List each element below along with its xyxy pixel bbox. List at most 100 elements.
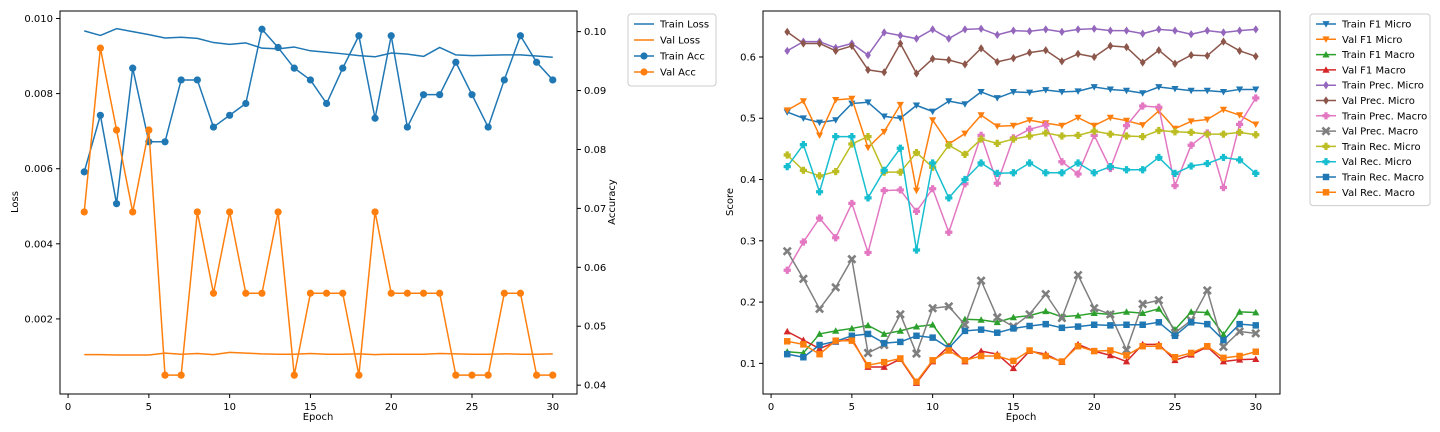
data-point-train-prec-macro bbox=[815, 214, 824, 222]
data-point-train-rec-micro bbox=[929, 163, 937, 171]
data-point-train-rec-macro bbox=[1236, 320, 1243, 328]
data-point-train-acc bbox=[112, 200, 121, 208]
data-point-val-rec-micro bbox=[896, 144, 904, 152]
data-point-val-rec-macro bbox=[1058, 358, 1066, 365]
data-point-val-prec-macro bbox=[782, 246, 792, 256]
data-point-val-rec-macro bbox=[1026, 347, 1033, 354]
data-point-val-acc bbox=[371, 208, 379, 216]
data-point-val-rec-micro bbox=[1009, 169, 1018, 177]
data-point-val-prec-macro bbox=[1025, 309, 1035, 319]
data-point-val-rec-micro bbox=[1074, 159, 1082, 167]
data-point-val-f1-macro bbox=[880, 363, 888, 370]
y2-tick-label: 0.10 bbox=[584, 27, 606, 38]
data-point-train-rec-macro bbox=[848, 332, 856, 340]
data-point-train-prec-micro bbox=[1139, 29, 1146, 38]
x-tick-label: 15 bbox=[304, 402, 317, 413]
data-point-train-acc bbox=[387, 32, 395, 40]
data-point-val-f1-micro bbox=[1090, 122, 1098, 130]
data-point-train-prec-micro bbox=[1172, 26, 1178, 35]
data-point-train-rec-micro bbox=[1122, 132, 1131, 140]
data-point-val-rec-macro bbox=[1090, 347, 1098, 355]
data-point-val-f1-micro bbox=[832, 96, 840, 104]
data-point-train-f1-macro bbox=[1042, 307, 1050, 315]
data-point-train-prec-macro bbox=[1042, 121, 1050, 129]
data-point-val-rec-micro bbox=[1090, 169, 1098, 177]
data-point-train-f1-macro bbox=[1074, 311, 1082, 319]
data-point-val-prec-micro bbox=[1252, 52, 1259, 61]
data-point-train-prec-macro bbox=[945, 228, 953, 236]
data-point-train-f1-micro bbox=[1219, 89, 1228, 96]
data-point-val-acc bbox=[193, 208, 201, 216]
legend-marker-train-f1-micro bbox=[1322, 21, 1330, 28]
data-point-val-prec-macro bbox=[960, 320, 970, 330]
data-point-train-prec-micro bbox=[1252, 25, 1259, 34]
data-point-val-acc bbox=[274, 208, 282, 216]
data-point-train-prec-micro bbox=[913, 34, 920, 43]
y-tick-label: 0.1 bbox=[740, 359, 756, 370]
data-point-train-rec-micro bbox=[1203, 130, 1211, 138]
data-point-val-f1-micro bbox=[993, 123, 1001, 130]
y-axis-ticks: 0.1 0.2 0.3 0.4 0.5 0.6 bbox=[740, 52, 763, 370]
data-point-train-acc bbox=[355, 32, 363, 40]
data-point-train-rec-micro bbox=[783, 151, 791, 159]
data-point-val-f1-macro bbox=[1106, 351, 1114, 359]
data-point-val-prec-micro bbox=[913, 69, 920, 78]
legend: Train F1 Micro Val F1 Micro Train F1 Macro… bbox=[1309, 13, 1431, 207]
data-point-train-f1-macro bbox=[1009, 313, 1018, 321]
data-point-val-f1-micro bbox=[912, 187, 921, 195]
data-point-val-prec-micro bbox=[1091, 52, 1098, 62]
data-point-train-rec-micro bbox=[1106, 130, 1114, 138]
x-tick-label: 30 bbox=[1249, 402, 1262, 413]
series-line-val-rec-micro bbox=[786, 135, 1257, 251]
data-point-train-prec-macro bbox=[1252, 94, 1260, 102]
data-point-train-prec-micro bbox=[1123, 26, 1130, 35]
data-point-val-f1-micro bbox=[1058, 122, 1066, 130]
data-point-train-rec-micro bbox=[1252, 131, 1260, 139]
data-point-train-prec-macro bbox=[864, 248, 872, 257]
data-point-train-f1-macro bbox=[1236, 308, 1244, 315]
data-point-val-rec-macro bbox=[1220, 354, 1227, 362]
legend-label: Val F1 Micro bbox=[1342, 35, 1402, 46]
data-point-val-prec-micro bbox=[1236, 46, 1243, 55]
data-point-val-rec-macro bbox=[994, 352, 1001, 360]
data-point-val-f1-macro bbox=[977, 347, 985, 354]
data-point-val-rec-micro bbox=[1155, 153, 1163, 162]
legend-label: Val Loss bbox=[660, 36, 700, 47]
data-point-train-rec-macro bbox=[1171, 332, 1179, 340]
data-point-train-rec-micro bbox=[1074, 131, 1082, 139]
series-line-val-loss bbox=[84, 351, 553, 356]
legend-label: Val F1 Macro bbox=[1342, 65, 1406, 76]
data-point-train-acc bbox=[533, 58, 541, 66]
legend-marker-train-acc bbox=[640, 52, 648, 60]
y2-tick-label: 0.05 bbox=[584, 322, 606, 333]
data-point-train-acc bbox=[96, 111, 104, 119]
data-point-train-f1-micro bbox=[1025, 89, 1034, 97]
data-point-train-prec-micro bbox=[1204, 26, 1211, 35]
legend-label: Val Prec. Micro bbox=[1342, 96, 1415, 107]
y2-tick-label: 0.07 bbox=[584, 204, 606, 215]
data-point-val-f1-macro bbox=[1122, 357, 1131, 365]
data-point-train-rec-macro bbox=[1010, 325, 1017, 332]
y-axis-label: Loss bbox=[10, 191, 21, 213]
loss-accuracy-series bbox=[80, 25, 557, 379]
data-point-train-f1-micro bbox=[1122, 87, 1131, 95]
legend-label: Train Acc bbox=[659, 52, 705, 63]
data-point-train-acc bbox=[419, 91, 428, 99]
data-point-val-rec-micro bbox=[1219, 153, 1228, 162]
data-point-train-rec-macro bbox=[1090, 321, 1098, 328]
legend-label: Train F1 Macro bbox=[1341, 50, 1415, 61]
data-point-train-rec-micro bbox=[977, 135, 985, 143]
data-point-train-prec-macro bbox=[1139, 102, 1147, 110]
legend-marker-train-prec-micro bbox=[1323, 81, 1329, 90]
y2-tick-label: 0.04 bbox=[584, 381, 606, 392]
y2-tick-label: 0.06 bbox=[584, 263, 606, 274]
data-point-val-prec-macro bbox=[895, 309, 905, 319]
data-point-train-f1-micro bbox=[1074, 88, 1082, 95]
x-tick-label: 15 bbox=[1007, 402, 1020, 413]
data-point-train-f1-macro bbox=[815, 330, 824, 337]
legend-label: Train Prec. Micro bbox=[1341, 81, 1424, 92]
data-point-train-rec-micro bbox=[1236, 128, 1244, 136]
x-tick-label: 10 bbox=[223, 402, 236, 413]
data-point-val-acc bbox=[290, 371, 298, 379]
